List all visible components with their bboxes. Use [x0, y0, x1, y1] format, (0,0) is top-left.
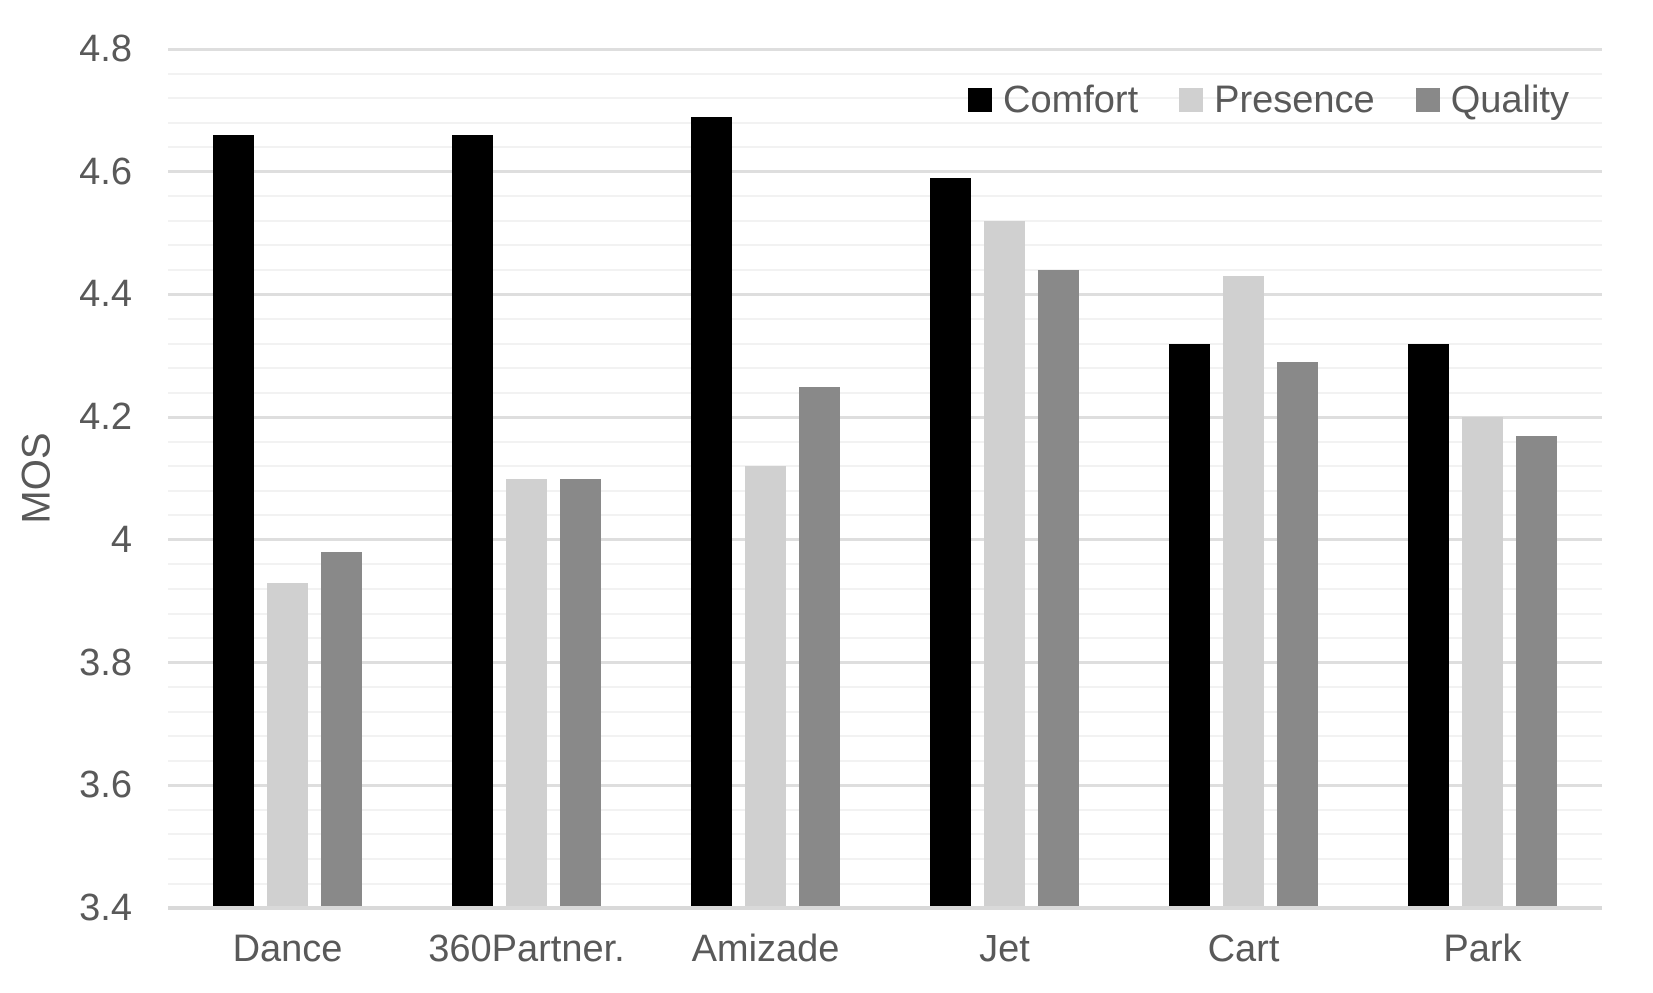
bar-comfort-cart — [1169, 343, 1210, 908]
bar-comfort-amizade — [691, 116, 732, 908]
x-axis-line — [168, 906, 1602, 910]
y-gridline-minor — [168, 637, 1602, 639]
y-gridline-major — [168, 292, 1602, 296]
legend-item-presence: Presence — [1179, 78, 1375, 122]
y-gridline-minor — [168, 195, 1602, 198]
y-gridline-minor — [168, 342, 1602, 345]
bar-comfort-park — [1408, 343, 1449, 908]
x-category-label: Cart — [1207, 928, 1280, 970]
legend-swatch-presence — [1179, 88, 1204, 112]
y-gridline-major — [168, 661, 1602, 665]
y-gridline-minor — [168, 514, 1602, 517]
y-gridline-minor — [168, 219, 1602, 222]
x-category-label: Dance — [232, 928, 343, 970]
bar-comfort-360partner — [452, 134, 493, 908]
y-gridline-minor — [168, 121, 1602, 124]
legend-swatch-quality — [1415, 88, 1440, 112]
legend-swatch-comfort — [968, 88, 992, 112]
y-gridline-minor — [168, 97, 1602, 100]
y-gridline-minor — [168, 391, 1602, 394]
y-gridline-major — [168, 415, 1602, 419]
y-gridline-minor — [168, 808, 1602, 811]
y-gridline-minor — [168, 244, 1602, 247]
y-tick-label: 3.8 — [79, 641, 132, 684]
x-category-label: Park — [1443, 928, 1522, 970]
bar-quality-cart — [1277, 361, 1318, 908]
y-gridline-major — [168, 783, 1602, 787]
y-gridline-major — [168, 170, 1602, 174]
x-category-label: Amizade — [691, 928, 840, 970]
y-gridline-major — [168, 47, 1602, 51]
bar-quality-dance — [321, 552, 362, 908]
legend: Comfort Presence Quality — [968, 78, 1569, 122]
y-gridline-minor — [168, 587, 1602, 590]
y-tick-label: 4 — [110, 518, 132, 561]
y-tick-label: 4.6 — [79, 150, 132, 193]
y-tick-label: 4.4 — [79, 273, 132, 316]
legend-label: Quality — [1450, 79, 1569, 121]
y-gridline-minor — [168, 367, 1602, 370]
bar-comfort-jet — [930, 177, 971, 908]
bar-quality-360partner — [560, 478, 601, 908]
bar-quality-amizade — [799, 386, 840, 908]
bar-comfort-dance — [213, 134, 254, 908]
legend-item-quality: Quality — [1415, 78, 1569, 122]
y-gridline-minor — [168, 465, 1602, 468]
y-tick-label: 4.8 — [79, 28, 132, 70]
y-tick-label: 3.4 — [79, 887, 132, 929]
y-gridline-minor — [168, 146, 1602, 149]
y-gridline-minor — [168, 759, 1602, 762]
y-gridline-major — [168, 538, 1602, 542]
y-gridline-minor — [168, 857, 1602, 860]
y-gridline-minor — [168, 268, 1602, 271]
y-gridline-minor — [168, 563, 1602, 566]
bar-presence-cart — [1223, 276, 1264, 908]
plot-area — [168, 47, 1602, 910]
legend-label: Comfort — [1003, 79, 1139, 121]
bar-presence-jet — [984, 220, 1025, 908]
y-gridline-minor — [168, 833, 1602, 836]
legend-item-comfort: Comfort — [968, 78, 1138, 122]
y-gridline-minor — [168, 735, 1602, 738]
y-gridline-minor — [168, 612, 1602, 615]
legend-label: Presence — [1214, 79, 1375, 121]
y-tick-label: 3.6 — [79, 764, 132, 807]
y-gridline-minor — [168, 318, 1602, 320]
bar-quality-jet — [1038, 269, 1079, 908]
x-category-label: Jet — [979, 928, 1030, 970]
y-gridline-minor — [168, 489, 1602, 492]
y-gridline-minor — [168, 440, 1602, 443]
y-gridline-minor — [168, 882, 1602, 885]
bar-presence-park — [1462, 417, 1503, 908]
bar-quality-park — [1516, 435, 1557, 908]
y-tick-label: 4.2 — [79, 396, 132, 439]
y-gridline-minor — [168, 686, 1602, 689]
bar-presence-dance — [267, 582, 308, 908]
bar-presence-360partner — [506, 478, 547, 908]
y-axis-title: MOS — [14, 432, 59, 524]
y-gridline-minor — [168, 710, 1602, 713]
bar-presence-amizade — [745, 466, 786, 908]
y-gridline-minor — [168, 72, 1602, 75]
x-category-label: 360Partner. — [428, 928, 625, 970]
